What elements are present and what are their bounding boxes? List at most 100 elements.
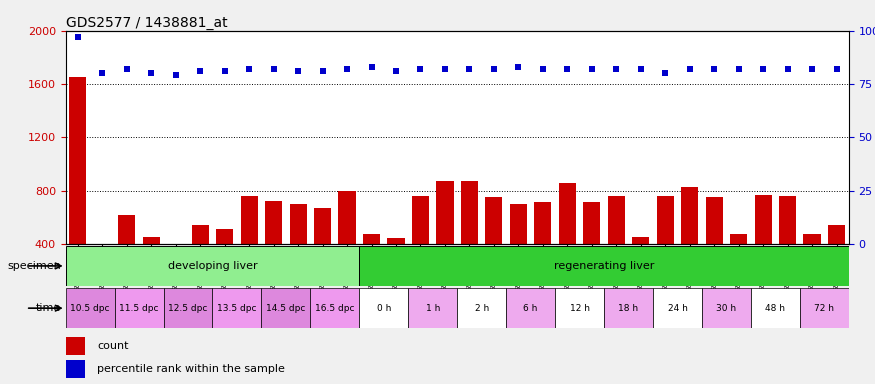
Bar (360, 288, 409, 328)
Text: 2 h: 2 h (474, 304, 489, 313)
Bar (437, 181, 453, 297)
Text: 48 h: 48 h (766, 304, 786, 313)
Bar (559, 183, 576, 297)
Point (536, 66, 550, 72)
Bar (754, 195, 772, 297)
Bar (584, 202, 600, 297)
Bar (314, 208, 331, 297)
Bar (66, 288, 115, 328)
Bar (66, 337, 85, 355)
Text: 6 h: 6 h (523, 304, 538, 313)
Point (120, 66, 134, 72)
Bar (653, 288, 702, 328)
Point (365, 64, 379, 70)
Point (658, 70, 672, 76)
Bar (681, 187, 698, 297)
Bar (311, 288, 360, 328)
Bar (656, 196, 674, 297)
Bar (143, 237, 160, 297)
Text: GDS2577 / 1438881_at: GDS2577 / 1438881_at (66, 16, 228, 30)
Text: 14.5 dpc: 14.5 dpc (266, 304, 305, 313)
Bar (66, 246, 360, 286)
Point (732, 66, 746, 72)
Text: 13.5 dpc: 13.5 dpc (217, 304, 256, 313)
Bar (702, 288, 751, 328)
Bar (803, 234, 821, 297)
Point (218, 68, 232, 74)
Point (340, 66, 354, 72)
Bar (66, 360, 85, 378)
Bar (461, 180, 478, 297)
Bar (486, 197, 502, 297)
Text: 72 h: 72 h (815, 304, 834, 313)
Text: 24 h: 24 h (668, 304, 688, 313)
Bar (164, 288, 213, 328)
Bar (779, 196, 796, 297)
Bar (290, 204, 306, 297)
Bar (828, 225, 845, 297)
Text: 1 h: 1 h (425, 304, 440, 313)
Bar (265, 201, 283, 297)
Bar (604, 288, 653, 328)
Point (830, 66, 844, 72)
Text: 12.5 dpc: 12.5 dpc (168, 304, 207, 313)
Text: count: count (97, 341, 129, 351)
Point (267, 66, 281, 72)
Bar (363, 234, 380, 297)
Text: specimen: specimen (8, 261, 61, 271)
Point (95, 70, 109, 76)
Bar (751, 288, 800, 328)
Bar (705, 197, 723, 297)
Text: 10.5 dpc: 10.5 dpc (70, 304, 110, 313)
Point (438, 66, 452, 72)
Bar (458, 288, 506, 328)
Point (756, 66, 770, 72)
Point (71, 34, 85, 40)
Point (414, 66, 428, 72)
Bar (730, 234, 747, 297)
Point (609, 66, 623, 72)
Bar (360, 246, 849, 286)
Bar (510, 204, 527, 297)
Bar (69, 77, 87, 297)
Bar (262, 288, 311, 328)
Point (144, 70, 158, 76)
Bar (412, 196, 429, 297)
Bar (506, 288, 555, 328)
Bar (409, 288, 458, 328)
Text: regenerating liver: regenerating liver (554, 261, 654, 271)
Point (780, 66, 794, 72)
Bar (339, 190, 355, 297)
Text: 16.5 dpc: 16.5 dpc (315, 304, 354, 313)
Bar (216, 229, 234, 297)
Bar (800, 288, 849, 328)
Bar (213, 288, 262, 328)
Bar (167, 250, 185, 297)
Text: developing liver: developing liver (168, 261, 257, 271)
Bar (94, 250, 111, 297)
Bar (115, 288, 164, 328)
Point (634, 66, 648, 72)
Text: 0 h: 0 h (376, 304, 391, 313)
Point (560, 66, 574, 72)
Point (462, 66, 476, 72)
Point (707, 66, 721, 72)
Point (242, 66, 256, 72)
Point (389, 68, 403, 74)
Text: 11.5 dpc: 11.5 dpc (119, 304, 158, 313)
Point (584, 66, 598, 72)
Text: time: time (36, 303, 61, 313)
Text: 12 h: 12 h (570, 304, 590, 313)
Text: percentile rank within the sample: percentile rank within the sample (97, 364, 285, 374)
Bar (535, 202, 551, 297)
Point (487, 66, 500, 72)
Point (193, 68, 207, 74)
Text: 30 h: 30 h (717, 304, 737, 313)
Point (682, 66, 696, 72)
Bar (388, 238, 404, 297)
Bar (118, 215, 136, 297)
Point (805, 66, 819, 72)
Point (511, 64, 525, 70)
Bar (555, 288, 604, 328)
Point (316, 68, 330, 74)
